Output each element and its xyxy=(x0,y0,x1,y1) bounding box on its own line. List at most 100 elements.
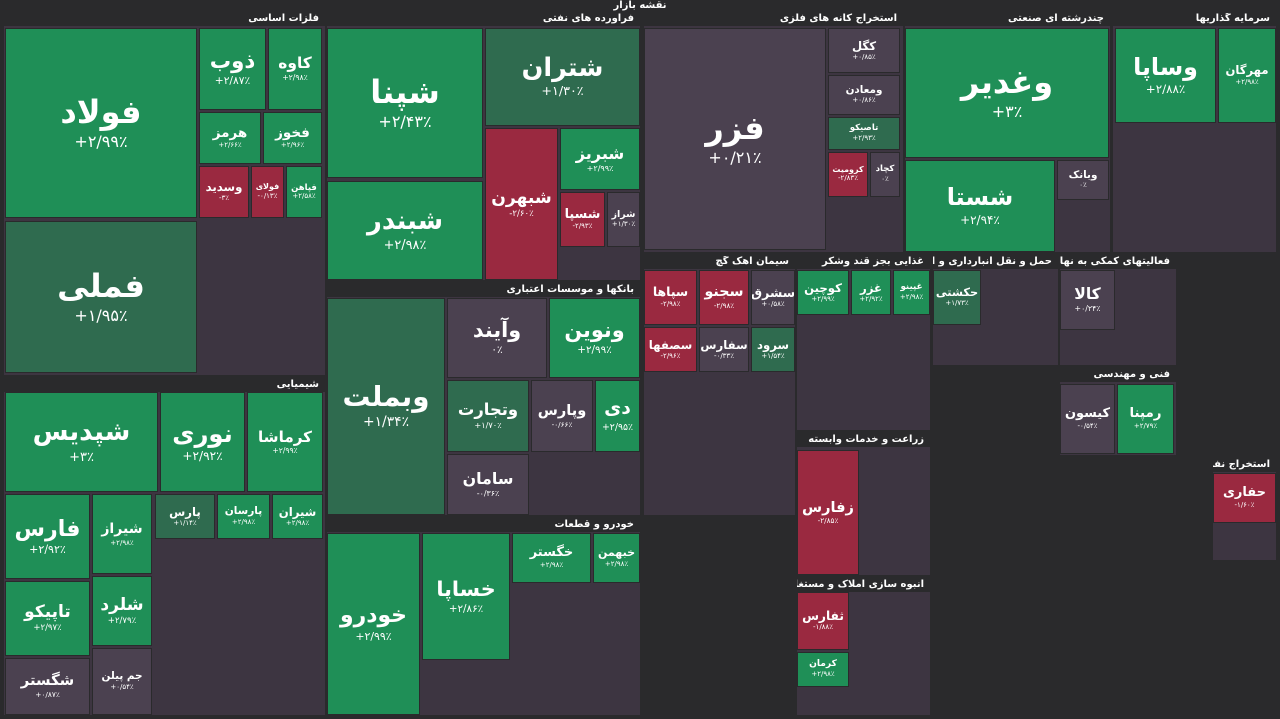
stock-tile: فملی +۱/۹۵٪ xyxy=(5,221,197,373)
stock-tile: شلرد +۲/۷۹٪ xyxy=(92,576,152,646)
stock-change: +۰/۲۴٪ xyxy=(1074,303,1101,313)
stock-tile: کچاد ۰٪ xyxy=(870,152,900,197)
stock-change: +۳٪ xyxy=(991,102,1023,121)
stock-name: وغدیر xyxy=(960,62,1054,101)
stock-tile: وتجارت +۱/۷۰٪ xyxy=(447,380,529,452)
stock-tile: شبریز +۲/۹۹٪ xyxy=(560,128,640,190)
stock-name: نوری xyxy=(172,418,233,448)
stock-change: +۲/۷۹٪ xyxy=(1133,422,1158,431)
sector-label: سرمایه گذاریها xyxy=(1195,13,1270,24)
sector-label: شیمیایی xyxy=(276,379,319,390)
stock-name: خودرو xyxy=(340,603,407,629)
stock-name: فزر xyxy=(705,108,765,147)
stock-name: ذوب xyxy=(209,48,256,74)
stock-change: +۲/۹۹٪ xyxy=(272,445,298,455)
stock-name: خبهمن xyxy=(597,546,636,560)
stock-tile: حفاری -۱/۶۰٪ xyxy=(1213,473,1276,523)
stock-tile: کالا +۰/۲۴٪ xyxy=(1060,270,1115,330)
stock-tile: وسدید -۳٪ xyxy=(199,166,249,218)
stock-change: -۲/۹۸٪ xyxy=(660,300,681,309)
stock-tile: شسپا -۲/۹۳٪ xyxy=(560,192,605,247)
stock-name: سجنو xyxy=(704,283,744,300)
stock-name: شبریز xyxy=(575,143,625,163)
stock-tile: شیران +۲/۹۸٪ xyxy=(272,494,323,539)
stock-tile: مهرگان +۲/۹۸٪ xyxy=(1218,28,1276,123)
stock-change: +۲/۹۹٪ xyxy=(355,630,392,644)
stock-tile: کگل +۰/۸۵٪ xyxy=(828,28,900,73)
stock-name: شسپا xyxy=(564,206,601,222)
stock-tile: شراز +۱/۳۰٪ xyxy=(607,192,640,247)
stock-name: وسدید xyxy=(205,180,243,195)
stock-tile: شپنا +۲/۴۳٪ xyxy=(327,28,483,178)
stock-name: شستا xyxy=(946,183,1014,212)
sector-label: استخراج نفت گاز xyxy=(1213,459,1270,470)
stock-change: -۲/۸۳٪ xyxy=(838,174,858,183)
stock-change: -۰/۳۳٪ xyxy=(714,351,734,360)
stock-name: خساپا xyxy=(436,576,496,601)
stock-change: +۰/۵۸٪ xyxy=(761,300,785,309)
stock-change: +۲/۹۸٪ xyxy=(539,560,564,569)
stock-name: وپارس xyxy=(537,402,587,420)
stock-name: کاوه xyxy=(278,54,312,73)
sector-label: انبوه سازی املاک و مستغلات xyxy=(797,579,924,590)
stock-change: ۰٪ xyxy=(881,174,889,183)
stock-tile: ثفارس -۱/۸۸٪ xyxy=(797,592,849,650)
stock-name: فخوز xyxy=(275,124,310,141)
stock-tile: وغدیر +۳٪ xyxy=(905,28,1109,158)
stock-tile: شیراز +۲/۹۸٪ xyxy=(92,494,152,574)
stock-name: تاپیکو xyxy=(24,602,71,623)
stock-change: +۲/۶۶٪ xyxy=(218,141,242,150)
stock-name: شپنا xyxy=(370,72,440,111)
stock-change: +۲/۹۸٪ xyxy=(110,537,134,547)
stock-name: هرمز xyxy=(212,124,248,141)
stock-tile: وبملت +۱/۳۴٪ xyxy=(327,298,445,515)
stock-change: ۰٪ xyxy=(1079,181,1087,190)
stock-name: وبملت xyxy=(342,380,430,414)
stock-tile: نوری +۲/۹۲٪ xyxy=(160,392,245,492)
stock-name: پارس xyxy=(169,504,201,519)
stock-tile: شپدیس +۳٪ xyxy=(5,392,158,492)
stock-change: +۱/۱۴٪ xyxy=(173,518,197,527)
stock-name: ونوین xyxy=(564,318,625,343)
stock-change: +۳٪ xyxy=(69,449,94,465)
stock-name: کگل xyxy=(851,38,877,53)
stock-change: +۲/۹۸٪ xyxy=(811,670,835,679)
stock-name: خگستر xyxy=(529,545,574,561)
sector-label: چندرشته ای صنعتی xyxy=(1008,13,1104,24)
sector-label: فنی و مهندسی xyxy=(1093,369,1170,380)
stock-tile: فپاهن +۲/۵۸٪ xyxy=(286,166,322,218)
map-title: نقشه بازار xyxy=(613,0,667,11)
stock-name: کالا xyxy=(1074,285,1101,304)
stock-change: +۲/۴۳٪ xyxy=(378,112,432,131)
stock-tile: سصفها -۲/۹۶٪ xyxy=(644,327,697,372)
sector-label: حمل و نقل انبارداری و ارتباطات xyxy=(933,256,1052,267)
stock-tile: فولای -۰/۱۳٪ xyxy=(251,166,284,218)
stock-name: کیسون xyxy=(1064,406,1111,422)
stock-tile: پارسان +۲/۹۸٪ xyxy=(217,494,270,539)
stock-name: شبندر xyxy=(367,206,443,237)
stock-tile: وبانک ۰٪ xyxy=(1057,160,1109,200)
stock-change: -۱/۸۸٪ xyxy=(813,623,833,632)
stock-name: پارسان xyxy=(224,505,263,518)
stock-name: فولای xyxy=(255,182,280,192)
stock-tile: خبهمن +۲/۹۸٪ xyxy=(593,533,640,583)
stock-tile: حکشتی +۱/۷۳٪ xyxy=(933,270,981,325)
stock-change: +۱/۳۰٪ xyxy=(611,220,636,229)
stock-change: +۲/۹۵٪ xyxy=(601,421,634,433)
stock-change: +۲/۹۲٪ xyxy=(29,543,66,557)
stock-change: +۱/۷۳٪ xyxy=(945,299,969,308)
stock-change: +۱/۷۰٪ xyxy=(474,420,502,431)
stock-name: دی xyxy=(604,398,631,420)
stock-tile: شبهرن -۲/۶۰٪ xyxy=(485,128,558,280)
stock-change: +۲/۹۸٪ xyxy=(383,237,427,253)
stock-change: +۲/۹۸٪ xyxy=(604,559,629,568)
stock-tile: سفارس -۰/۳۳٪ xyxy=(699,327,749,372)
stock-tile: وآیند ۰٪ xyxy=(447,298,547,378)
stock-change: -۲/۹۶٪ xyxy=(660,351,681,360)
stock-name: کچاد xyxy=(875,164,895,175)
stock-tile: رمپنا +۲/۷۹٪ xyxy=(1117,384,1174,454)
stock-tile: هرمز +۲/۶۶٪ xyxy=(199,112,261,164)
stock-name: سصفها xyxy=(648,337,693,352)
sector-label: غذایی بجز قند وشکر xyxy=(821,256,924,267)
